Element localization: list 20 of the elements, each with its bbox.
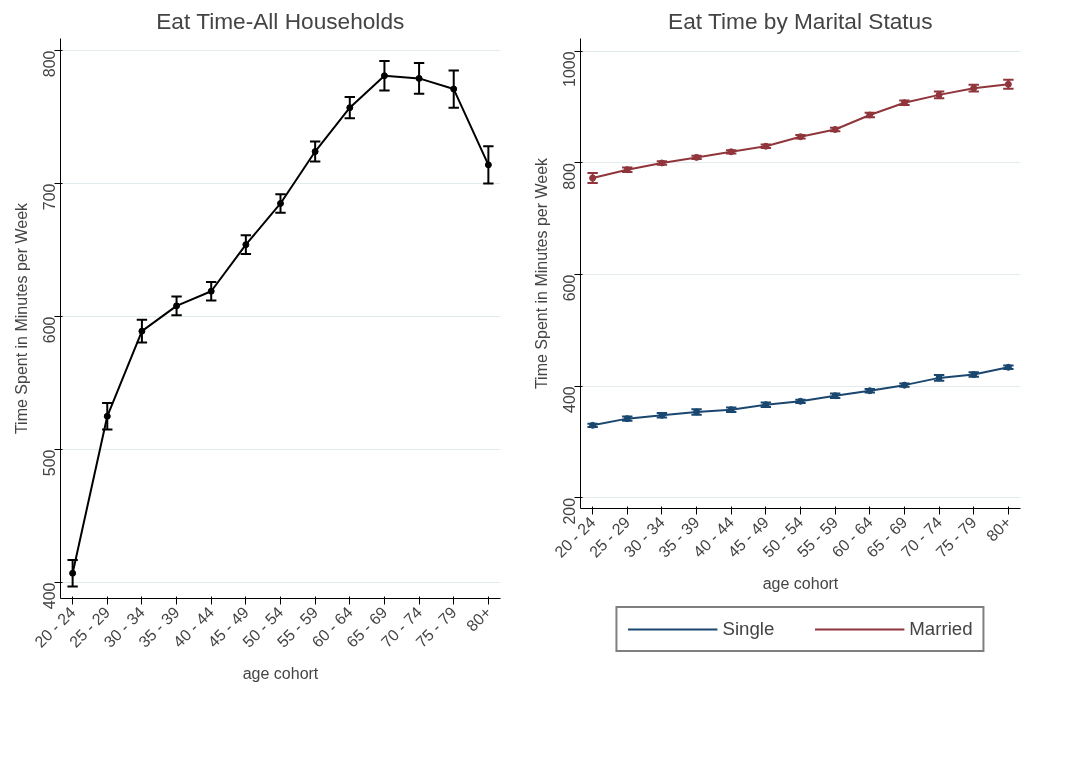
x-axis-title: age cohort bbox=[762, 574, 839, 592]
chart-title: Eat Time by Marital Status bbox=[668, 7, 933, 34]
x-axis-title: age cohort bbox=[242, 664, 319, 682]
y-tick-label: 600 bbox=[561, 274, 579, 302]
legend-label: Single bbox=[722, 618, 775, 640]
y-tick-label: 200 bbox=[561, 497, 579, 525]
y-tick-label: 700 bbox=[41, 183, 59, 211]
y-tick-label: 600 bbox=[41, 316, 59, 344]
y-tick-label: 400 bbox=[561, 386, 579, 413]
x-tick-label: 80+ bbox=[983, 513, 1015, 545]
legend-label: Married bbox=[909, 618, 973, 640]
y-tick-label: 500 bbox=[41, 449, 59, 477]
y-tick-label: 800 bbox=[41, 50, 59, 78]
y-axis-title: Time Spent in Minutes per Week bbox=[12, 201, 30, 435]
chart-title: Eat Time-All Households bbox=[156, 7, 405, 34]
y-tick-label: 400 bbox=[41, 582, 59, 610]
y-tick-label: 1000 bbox=[561, 51, 579, 87]
y-tick-label: 800 bbox=[561, 162, 579, 190]
x-tick-label: 80+ bbox=[463, 603, 495, 635]
y-axis-title: Time Spent in Minutes per Week bbox=[532, 156, 550, 390]
